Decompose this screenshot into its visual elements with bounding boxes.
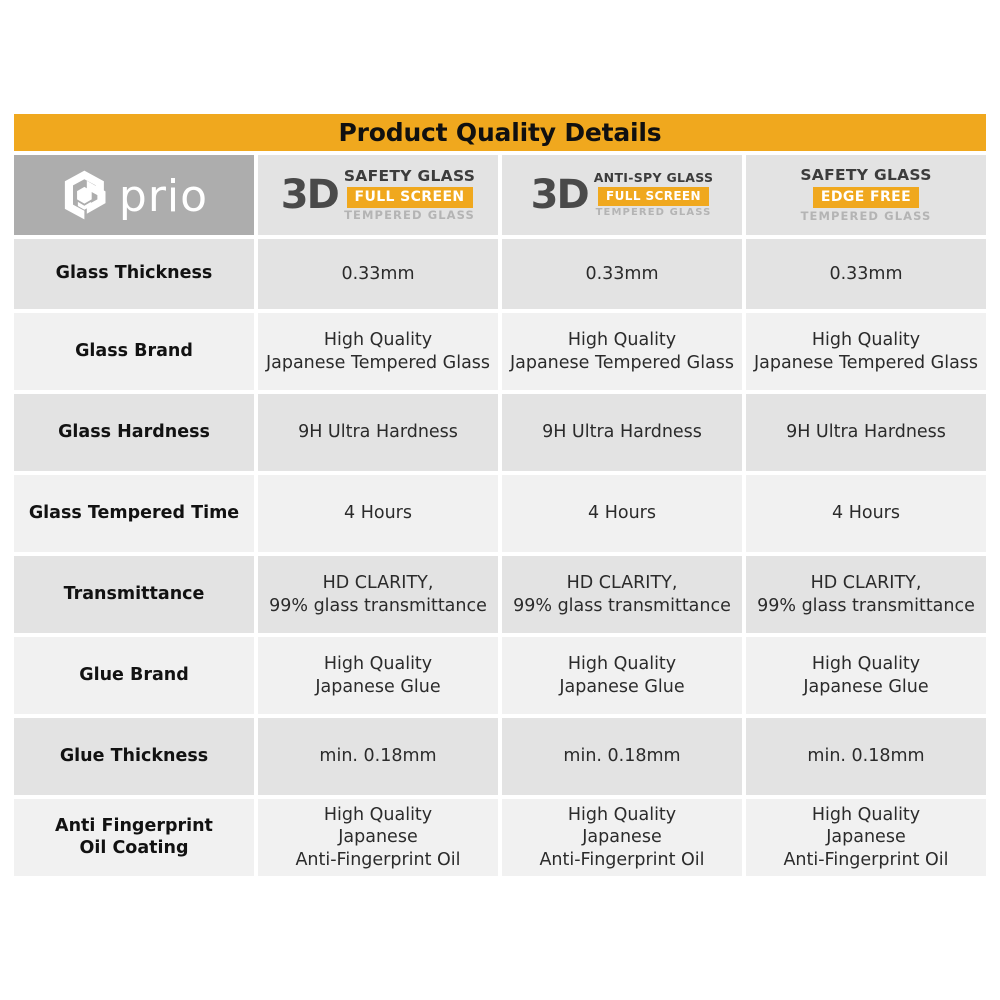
badge-highlight: FULL SCREEN (598, 186, 709, 206)
row-label: Glass Hardness (14, 394, 254, 471)
table-cell: High Quality Japanese Glue (258, 637, 498, 714)
badge-3d-label: 3D (280, 172, 340, 218)
table-cell: High Quality Japanese Glue (746, 637, 986, 714)
table-cell: High Quality Japanese Tempered Glass (502, 313, 742, 390)
table-cell: min. 0.18mm (258, 718, 498, 795)
comparison-grid: prio 3D SAFETY GLASS FULL SCREEN TEMPERE… (14, 155, 986, 876)
badge-highlight: EDGE FREE (812, 186, 920, 208)
row-label: Anti Fingerprint Oil Coating (14, 799, 254, 876)
badge-line1: SAFETY GLASS (800, 166, 932, 184)
product-header-col3: SAFETY GLASS EDGE FREE TEMPERED GLASS (746, 155, 986, 235)
hexagon-p-check-icon (64, 170, 106, 220)
comparison-table: Product Quality Details prio 3D (14, 114, 986, 876)
badge-line1: SAFETY GLASS (343, 167, 476, 185)
badge-text-stack: SAFETY GLASS EDGE FREE TEMPERED GLASS (800, 166, 932, 223)
table-cell: HD CLARITY, 99% glass transmittance (258, 556, 498, 633)
table-title-bar: Product Quality Details (14, 114, 986, 151)
table-cell: 4 Hours (746, 475, 986, 552)
table-cell: 9H Ultra Hardness (502, 394, 742, 471)
table-cell: min. 0.18mm (502, 718, 742, 795)
table-cell: High Quality Japanese Anti-Fingerprint Oil (258, 799, 498, 876)
table-cell: 0.33mm (258, 239, 498, 309)
product-header-col1: 3D SAFETY GLASS FULL SCREEN TEMPERED GLA… (258, 155, 498, 235)
badge-line3: TEMPERED GLASS (344, 207, 475, 222)
row-label: Glue Thickness (14, 718, 254, 795)
badge-line1: ANTI-SPY GLASS (593, 170, 714, 186)
table-cell: High Quality Japanese Glue (502, 637, 742, 714)
table-cell: 9H Ultra Hardness (258, 394, 498, 471)
brand-logo-cell: prio (14, 155, 254, 235)
row-label: Glass Tempered Time (14, 475, 254, 552)
table-cell: 0.33mm (502, 239, 742, 309)
table-cell: min. 0.18mm (746, 718, 986, 795)
table-cell: High Quality Japanese Tempered Glass (258, 313, 498, 390)
page-title: Product Quality Details (338, 118, 662, 147)
row-label: Glass Thickness (14, 239, 254, 309)
table-cell: HD CLARITY, 99% glass transmittance (502, 556, 742, 633)
product-badge: 3D SAFETY GLASS FULL SCREEN TEMPERED GLA… (280, 167, 476, 222)
table-cell: High Quality Japanese Anti-Fingerprint Oil (502, 799, 742, 876)
row-label: Glass Brand (14, 313, 254, 390)
badge-line3: TEMPERED GLASS (595, 206, 712, 218)
table-cell: High Quality Japanese Tempered Glass (746, 313, 986, 390)
table-cell: HD CLARITY, 99% glass transmittance (746, 556, 986, 633)
badge-line3: TEMPERED GLASS (800, 208, 932, 223)
row-label: Transmittance (14, 556, 254, 633)
brand-wordmark: prio (118, 171, 209, 222)
table-cell: 0.33mm (746, 239, 986, 309)
badge-text-stack: ANTI-SPY GLASS FULL SCREEN TEMPERED GLAS… (594, 172, 714, 218)
product-badge: SAFETY GLASS EDGE FREE TEMPERED GLASS (800, 166, 932, 223)
badge-3d-label: 3D (530, 172, 590, 218)
table-cell: 4 Hours (258, 475, 498, 552)
table-cell: High Quality Japanese Anti-Fingerprint Oil (746, 799, 986, 876)
badge-highlight: FULL SCREEN (346, 186, 473, 208)
product-header-col2: 3D ANTI-SPY GLASS FULL SCREEN TEMPERED G… (502, 155, 742, 235)
badge-text-stack: SAFETY GLASS FULL SCREEN TEMPERED GLASS (343, 167, 476, 222)
product-badge: 3D ANTI-SPY GLASS FULL SCREEN TEMPERED G… (531, 172, 714, 218)
table-cell: 4 Hours (502, 475, 742, 552)
row-label: Glue Brand (14, 637, 254, 714)
table-cell: 9H Ultra Hardness (746, 394, 986, 471)
